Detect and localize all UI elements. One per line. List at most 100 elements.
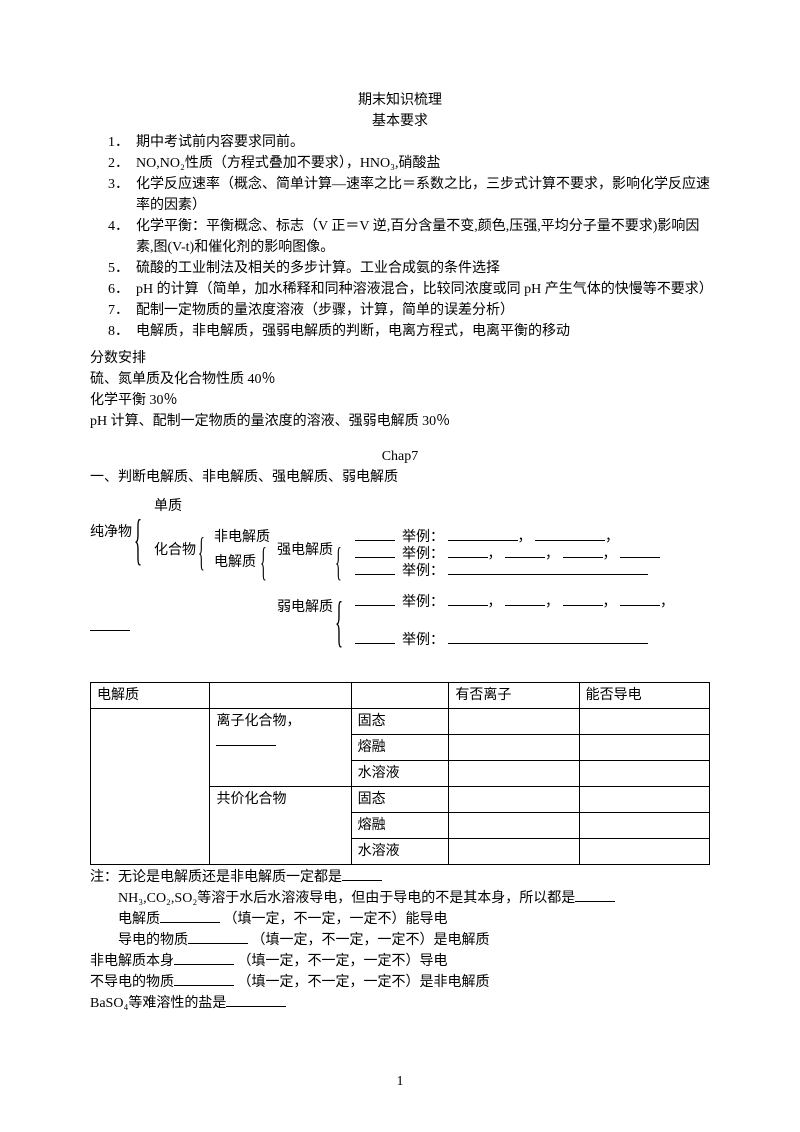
example-continuation <box>90 617 130 638</box>
note-text: NH₃,CO₂,SO₂等溶于水后水溶液导电，但由于导电的不是其本身，所以都是 <box>118 891 575 906</box>
example-label: 举例： <box>402 547 444 562</box>
example-row: 举例： ， ， ， ， <box>355 592 674 613</box>
note-text: （填一定，不一定，一定不）能导电 <box>224 912 448 927</box>
req-num: 4． <box>108 216 136 258</box>
blank-field[interactable] <box>90 617 130 631</box>
title-sub: 基本要求 <box>90 111 710 132</box>
blank-field[interactable] <box>505 592 545 606</box>
example-label: 举例： <box>402 595 444 610</box>
blank-field[interactable] <box>505 544 545 558</box>
blank-field[interactable] <box>160 909 220 923</box>
table-cell[interactable] <box>579 787 709 813</box>
blank-field[interactable] <box>563 592 603 606</box>
blank-field[interactable] <box>355 527 395 541</box>
chapter-title: Chap7 <box>90 446 710 467</box>
blank-field[interactable] <box>448 630 648 644</box>
section-1-heading: 一、判断电解质、非电解质、强电解质、弱电解质 <box>90 467 710 488</box>
blank-field[interactable] <box>174 972 234 986</box>
tree-node: 强电解质 <box>277 540 333 561</box>
table-header: 电解质 <box>91 683 210 709</box>
tree-root: 纯净物 <box>90 522 132 543</box>
blank-field[interactable] <box>355 544 395 558</box>
table-cell: 共价化合物 <box>210 787 351 865</box>
note-text: BaSO₄等难溶性的盐是 <box>90 996 226 1011</box>
req-item-1: 1． 期中考试前内容要求同前。 <box>90 132 710 153</box>
table-cell[interactable] <box>579 761 709 787</box>
note-text: （填一定，不一定，一定不）导电 <box>238 954 448 969</box>
blank-field[interactable] <box>620 544 660 558</box>
req-text: 电解质，非电解质，强弱电解质的判断，电离方程式，电离平衡的移动 <box>136 321 710 342</box>
table-header: 能否导电 <box>579 683 709 709</box>
table-cell[interactable] <box>449 813 579 839</box>
table-cell <box>210 683 351 709</box>
note-line: NH₃,CO₂,SO₂等溶于水后水溶液导电，但由于导电的不是其本身，所以都是 <box>90 888 710 909</box>
table-cell: 固态 <box>351 709 449 735</box>
req-num: 3． <box>108 174 136 216</box>
page-number: 1 <box>0 1071 800 1092</box>
req-text: NO,NO₂性质（方程式叠加不要求），HNO₃,硝酸盐 <box>136 153 710 174</box>
electrolyte-table: 电解质 有否离子 能否导电 离子化合物， 固态 熔融 水溶液 共价化合物 固态 … <box>90 682 710 865</box>
notes-block: 注：无论是电解质还是非电解质一定都是 NH₃,CO₂,SO₂等溶于水后水溶液导电… <box>90 867 710 1014</box>
blank-field[interactable] <box>448 592 488 606</box>
table-cell[interactable] <box>579 839 709 865</box>
req-item-7: 7． 配制一定物质的量浓度溶液（步骤，计算，简单的误差分析） <box>90 300 710 321</box>
blank-field[interactable] <box>535 527 605 541</box>
blank-field[interactable] <box>342 867 382 881</box>
blank-field[interactable] <box>575 888 615 902</box>
blank-field[interactable] <box>226 993 286 1007</box>
table-header: 有否离子 <box>449 683 579 709</box>
blank-field[interactable] <box>355 592 395 606</box>
table-cell[interactable] <box>449 735 579 761</box>
tree-node: 电解质 <box>214 552 256 573</box>
table-cell: 水溶液 <box>351 761 449 787</box>
brace-icon: { <box>198 522 205 582</box>
note-text: 不导电的物质 <box>90 975 174 990</box>
classification-tree: 纯净物 { 单质 化合物 { 非电解质 电解质 { 强电解质 { { 弱电解质 … <box>90 492 710 672</box>
table-cell[interactable] <box>449 709 579 735</box>
note-text: 电解质 <box>118 912 160 927</box>
table-cell[interactable] <box>579 735 709 761</box>
blank-field[interactable] <box>188 930 248 944</box>
req-text: 配制一定物质的量浓度溶液（步骤，计算，简单的误差分析） <box>136 300 710 321</box>
table-cell[interactable] <box>579 813 709 839</box>
table-cell[interactable] <box>449 787 579 813</box>
req-text: 期中考试前内容要求同前。 <box>136 132 710 153</box>
blank-field[interactable] <box>620 592 660 606</box>
note-line: 电解质 （填一定，不一定，一定不）能导电 <box>90 909 710 930</box>
blank-field[interactable] <box>174 951 234 965</box>
table-cell[interactable] <box>579 709 709 735</box>
req-num: 7． <box>108 300 136 321</box>
req-item-4: 4． 化学平衡：平衡概念、标志（V 正＝V 逆,百分含量不变,颜色,压强,平均分… <box>90 216 710 258</box>
blank-field[interactable] <box>448 561 648 575</box>
example-label: 举例： <box>402 530 444 545</box>
brace-icon: { <box>335 580 343 664</box>
table-cell <box>91 709 210 865</box>
req-num: 5． <box>108 258 136 279</box>
tree-node: 化合物 <box>154 540 196 561</box>
example-row: 举例： <box>355 561 648 582</box>
table-row: 电解质 有否离子 能否导电 <box>91 683 710 709</box>
tree-node: 单质 <box>154 496 182 517</box>
table-cell[interactable] <box>449 761 579 787</box>
note-text: 导电的物质 <box>118 933 188 948</box>
tree-node: 弱电解质 <box>277 597 333 618</box>
blank-field[interactable] <box>355 561 395 575</box>
blank-field[interactable] <box>448 527 518 541</box>
note-text: （填一定，不一定，一定不）是电解质 <box>252 933 490 948</box>
blank-field[interactable] <box>448 544 488 558</box>
blank-field[interactable] <box>216 732 276 746</box>
table-cell <box>351 683 449 709</box>
scores-line-3: pH 计算、配制一定物质的量浓度的溶液、强弱电解质 30％ <box>90 411 710 432</box>
title-main: 期末知识梳理 <box>90 90 710 111</box>
note-line: 导电的物质 （填一定，不一定，一定不）是电解质 <box>90 930 710 951</box>
req-num: 2． <box>108 153 136 174</box>
req-item-8: 8． 电解质，非电解质，强弱电解质的判断，电离方程式，电离平衡的移动 <box>90 321 710 342</box>
note-line: 非电解质本身 （填一定，不一定，一定不）导电 <box>90 951 710 972</box>
note-line: BaSO₄等难溶性的盐是 <box>90 993 710 1014</box>
cell-text: 离子化合物， <box>216 714 300 729</box>
blank-field[interactable] <box>355 630 395 644</box>
table-cell[interactable] <box>449 839 579 865</box>
req-item-5: 5． 硫酸的工业制法及相关的多步计算。工业合成氨的条件选择 <box>90 258 710 279</box>
blank-field[interactable] <box>563 544 603 558</box>
req-num: 8． <box>108 321 136 342</box>
